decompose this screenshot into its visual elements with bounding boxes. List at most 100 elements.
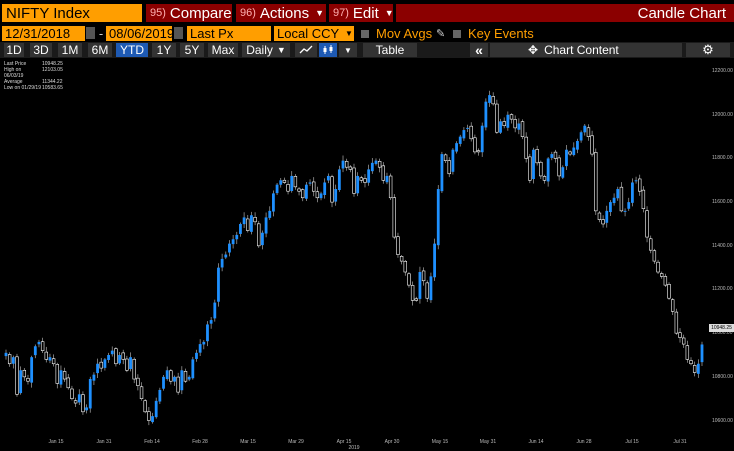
- mov-avgs-label[interactable]: Mov Avgs: [376, 26, 433, 41]
- candle-body: [40, 341, 45, 351]
- candle-chart-plot[interactable]: [0, 58, 708, 438]
- price-field-select[interactable]: Last Px: [187, 26, 271, 41]
- last-price-tag: 10948.25: [709, 324, 734, 332]
- candle-body: [257, 223, 261, 247]
- candle-body: [484, 101, 488, 128]
- frequency-label: Daily: [246, 43, 273, 57]
- range-3d-button[interactable]: 3D: [30, 43, 52, 57]
- candle-body: [176, 376, 180, 393]
- candle-body: [352, 167, 356, 194]
- candle: [506, 111, 510, 131]
- candle-body: [502, 121, 506, 127]
- candle-body: [674, 311, 679, 334]
- candle: [561, 165, 565, 180]
- candle-body: [561, 167, 565, 178]
- x-tick-label: Apr 30: [384, 439, 400, 445]
- candle-body: [660, 273, 664, 277]
- candle-body: [524, 136, 528, 159]
- edit-menu[interactable]: 97) Edit ▼: [329, 4, 394, 22]
- candle: [96, 358, 99, 379]
- candle-body: [473, 137, 477, 153]
- candle: [22, 368, 27, 381]
- frequency-select[interactable]: Daily ▼: [242, 43, 290, 57]
- candle: [674, 308, 679, 335]
- candle-body: [312, 181, 316, 192]
- candle-body: [110, 350, 114, 355]
- candle-body: [195, 352, 198, 359]
- candle: [590, 130, 594, 157]
- candle-body: [187, 376, 191, 380]
- candle-body: [85, 407, 88, 411]
- table-button[interactable]: Table: [363, 43, 417, 57]
- candle: [667, 282, 671, 300]
- candle: [407, 272, 411, 288]
- gear-icon[interactable]: ⚙: [686, 42, 730, 57]
- range-1d-button[interactable]: 1D: [4, 43, 24, 57]
- currency-dropdown-icon[interactable]: ▼: [344, 26, 354, 41]
- collapse-chevron-icon[interactable]: «: [470, 42, 488, 58]
- expand-arrows-icon: ✥: [528, 43, 539, 57]
- start-date-field[interactable]: 12/31/2018: [2, 26, 85, 41]
- end-calendar-icon[interactable]: [174, 27, 183, 39]
- range-ytd-button[interactable]: YTD: [116, 43, 148, 57]
- y-tick-label: 11800.00: [712, 155, 733, 162]
- candle: [125, 355, 129, 373]
- candle-body: [77, 394, 81, 403]
- range-1y-button[interactable]: 1Y: [152, 43, 176, 57]
- candle-body: [290, 175, 294, 191]
- candle-body: [447, 160, 451, 175]
- candle: [535, 145, 539, 166]
- mov-avgs-checkbox[interactable]: [361, 26, 371, 41]
- candle-body: [81, 394, 85, 413]
- candle: [517, 118, 521, 135]
- candle: [546, 157, 550, 187]
- x-tick-label: Jan 15: [48, 439, 64, 445]
- pencil-icon[interactable]: ✎: [436, 28, 446, 40]
- candle-body: [169, 370, 173, 382]
- range-6m-button[interactable]: 6M: [88, 43, 112, 57]
- end-date-field[interactable]: 08/06/2019: [106, 26, 174, 41]
- candle: [421, 267, 426, 286]
- start-calendar-icon[interactable]: [86, 27, 95, 39]
- candle-body: [173, 376, 176, 382]
- candle-body: [337, 169, 341, 191]
- key-events-checkbox[interactable]: [453, 26, 463, 41]
- candle-body: [381, 165, 386, 181]
- range-1m-button[interactable]: 1M: [58, 43, 82, 57]
- range-5y-button[interactable]: 5Y: [180, 43, 204, 57]
- candle-body: [696, 363, 700, 374]
- candle-chart-icon[interactable]: [319, 43, 337, 57]
- candle: [315, 186, 320, 203]
- candle-body: [264, 217, 268, 234]
- currency-select[interactable]: Local CCY: [274, 26, 344, 41]
- candle-body: [590, 135, 594, 155]
- actions-menu[interactable]: 96) Actions ▼: [236, 4, 326, 22]
- candle-body: [55, 364, 59, 384]
- compare-menu[interactable]: 95) Compare: [146, 4, 232, 22]
- candle: [88, 376, 92, 413]
- candle: [605, 205, 609, 228]
- legend-row-average: Average 11344.22: [4, 79, 63, 85]
- line-chart-icon[interactable]: [295, 43, 317, 57]
- candle: [242, 212, 246, 229]
- candle: [198, 339, 202, 357]
- candle-body: [334, 189, 338, 202]
- chart-type-dropdown-icon[interactable]: ▼: [339, 43, 357, 57]
- chart-content-button[interactable]: ✥ Chart Content: [490, 43, 682, 57]
- range-max-button[interactable]: Max: [208, 43, 238, 57]
- key-events-label[interactable]: Key Events: [468, 26, 534, 41]
- candle: [455, 141, 458, 154]
- candle: [565, 144, 568, 171]
- candle-body: [601, 219, 605, 225]
- candle: [286, 180, 290, 195]
- candle-body: [363, 178, 367, 183]
- candle-body: [656, 261, 660, 273]
- edit-menu-label: Edit: [352, 4, 379, 22]
- ticker-field[interactable]: NIFTY Index: [2, 4, 142, 22]
- candle: [462, 127, 466, 141]
- candle: [7, 352, 12, 367]
- candle-body: [96, 363, 99, 374]
- candle: [583, 124, 587, 136]
- candle: [293, 174, 298, 190]
- candle-body: [612, 197, 616, 204]
